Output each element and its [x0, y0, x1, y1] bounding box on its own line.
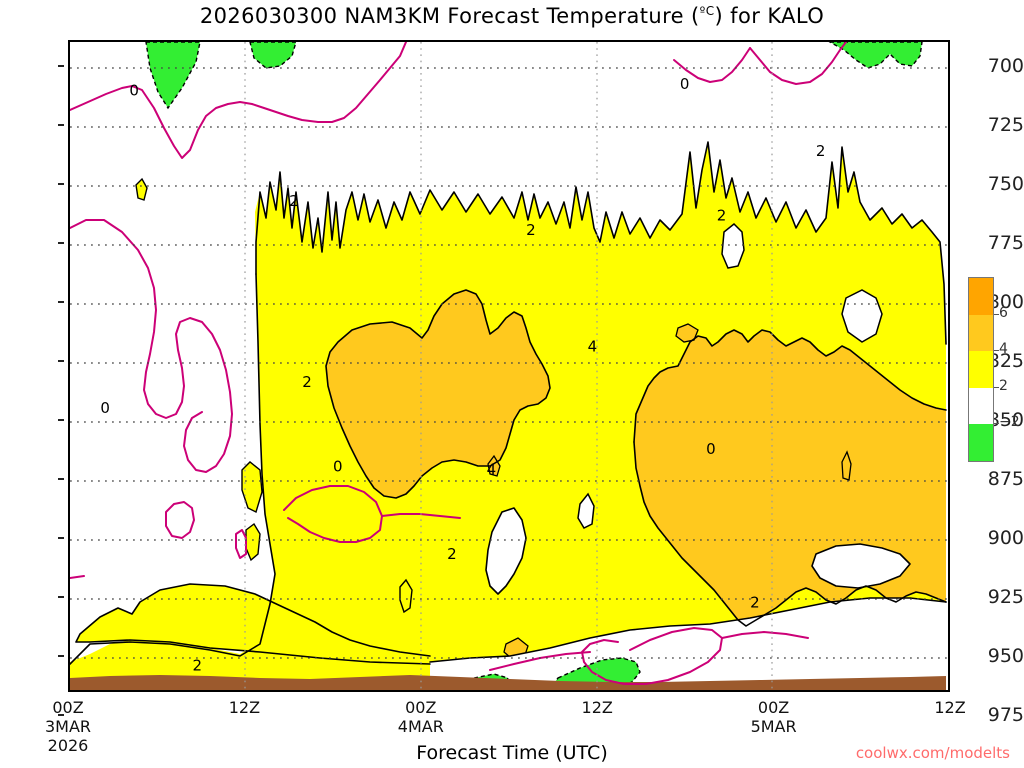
contour-label: 2 [717, 207, 727, 225]
band-yellow-sliver-c [399, 578, 413, 614]
x-axis-tick-group: 12Z [902, 698, 998, 717]
colorbar-tick-mark [994, 386, 999, 388]
contour-label: 2 [526, 221, 536, 239]
gold-right-teardrop [841, 450, 852, 481]
y-axis-tick-label: 975 [987, 704, 1024, 726]
y-axis-tick-mark [58, 714, 64, 716]
x-axis-tick-group: 12Z [196, 698, 292, 717]
y-axis-tick-label: 750 [987, 173, 1024, 195]
contour-label: 0 [333, 457, 343, 475]
y-axis-tick-label: 700 [987, 55, 1024, 77]
colorbar-band [969, 351, 993, 388]
contour-label: 0 [100, 399, 110, 417]
x-axis-tick-label: 12Z [228, 698, 261, 717]
colorbar-tick-label: 2 [999, 377, 1008, 394]
x-axis-date-label: 3MAR [44, 717, 92, 736]
colorbar [968, 277, 994, 462]
y-axis-tick-label: 725 [987, 114, 1024, 136]
contour-label: 2 [193, 656, 203, 674]
white-hole-center [577, 492, 595, 529]
x-axis-label: Forecast Time (UTC) [416, 742, 608, 764]
y-axis-tick-label: 825 [987, 350, 1024, 372]
contour-label: 2 [302, 373, 312, 391]
y-axis-tick-mark [58, 478, 64, 480]
contour-label: 4 [588, 338, 598, 356]
x-axis-tick-label: 12Z [934, 698, 966, 717]
colorbar-band [969, 424, 993, 461]
x-axis-tick-group: 00Z 3MAR 2026 [20, 698, 116, 755]
y-axis-tick-label: 875 [987, 468, 1024, 490]
contour-label: 0 [706, 440, 716, 458]
colorbar-tick-label: −2 [999, 414, 1020, 431]
watermark: coolwx.com/modelts [855, 744, 1010, 762]
y-axis-tick-mark [58, 242, 64, 244]
band-yellow-sliver-b [245, 522, 261, 562]
x-axis-tick-group: 00Z 4MAR [373, 698, 469, 736]
colorbar-tick-mark [994, 313, 999, 315]
colorbar-tick-mark [994, 350, 999, 352]
contour-label: 2 [750, 594, 760, 612]
band-gold-left [326, 290, 550, 498]
colorbar-band [969, 314, 993, 352]
x-axis-tick-label: 00Z [405, 698, 437, 717]
y-axis-tick-mark [58, 655, 64, 657]
band-yellow-dot-d [135, 177, 148, 201]
contour-label: 0 [129, 82, 139, 100]
green-top-left [145, 42, 201, 110]
colorbar-band [969, 278, 993, 315]
y-axis-tick-mark [58, 301, 64, 303]
white-hole-lower-right [812, 544, 910, 588]
x-axis-tick-group: 00Z 5MAR [726, 698, 822, 736]
green-top-center [249, 42, 297, 69]
colorbar-tick-label: 6 [999, 304, 1008, 321]
y-axis-tick-mark [58, 124, 64, 126]
colorbar-tick-label: 4 [999, 341, 1008, 358]
y-axis-tick-mark [58, 537, 64, 539]
terrain-fill [70, 675, 946, 690]
isotherm-zero-lines [70, 42, 847, 685]
white-hole-mid-right [841, 289, 883, 343]
colorbar-band [969, 387, 993, 425]
contour-label: 2 [289, 192, 299, 210]
colorbar-tick-mark [994, 423, 999, 425]
green-top-right [828, 42, 923, 69]
y-axis-tick-label: 850 [987, 409, 1024, 431]
y-axis-tick-label: 900 [987, 527, 1024, 549]
y-axis-tick-mark [58, 183, 64, 185]
x-axis-date-label: 4MAR [397, 717, 444, 736]
x-axis-tick-label: 00Z [52, 698, 84, 717]
gridlines-vertical [244, 42, 773, 690]
white-wedge-center [486, 508, 526, 594]
contour-label: 2 [816, 142, 826, 160]
chart-title: 2026030300 NAM3KM Forecast Temperature (… [0, 4, 1024, 28]
white-hole-upper-right [721, 222, 745, 269]
contour-label-layer: 0 0 2 2 2 2 0 2 0 4 4 0 2 2 2 [100, 75, 826, 674]
y-axis-tick-mark [58, 65, 64, 67]
y-axis-tick-label: 950 [987, 645, 1024, 667]
x-axis-tick-group: 12Z [549, 698, 645, 717]
y-axis-tick-mark [58, 596, 64, 598]
x-axis-tick-label: 12Z [581, 698, 613, 717]
white-lower-sweep [430, 598, 946, 690]
band-yellow-sliver-a [241, 461, 263, 513]
contour-lines-black [70, 141, 947, 665]
contour-label: 0 [680, 75, 690, 93]
band-yellow-lowleft [76, 584, 430, 664]
contour-label: 2 [447, 545, 457, 563]
y-axis-tick-mark [58, 360, 64, 362]
y-axis-tick-label: 925 [987, 586, 1024, 608]
x-axis-date-label: 5MAR [750, 717, 797, 736]
y-axis-tick-label: 800 [987, 291, 1024, 313]
contour-plot-svg: 0 0 2 2 2 2 0 2 0 4 4 0 2 2 2 [70, 42, 948, 690]
x-axis-year-label: 2026 [47, 736, 89, 755]
contour-label: 4 [487, 461, 497, 479]
y-axis-tick-label: 775 [987, 232, 1024, 254]
y-axis-tick-mark [58, 419, 64, 421]
x-axis-tick-label: 00Z [757, 698, 790, 717]
plot-area: 0 0 2 2 2 2 0 2 0 4 4 0 2 2 2 [68, 40, 950, 692]
chart-title-text: 2026030300 NAM3KM Forecast Temperature (… [199, 4, 825, 28]
